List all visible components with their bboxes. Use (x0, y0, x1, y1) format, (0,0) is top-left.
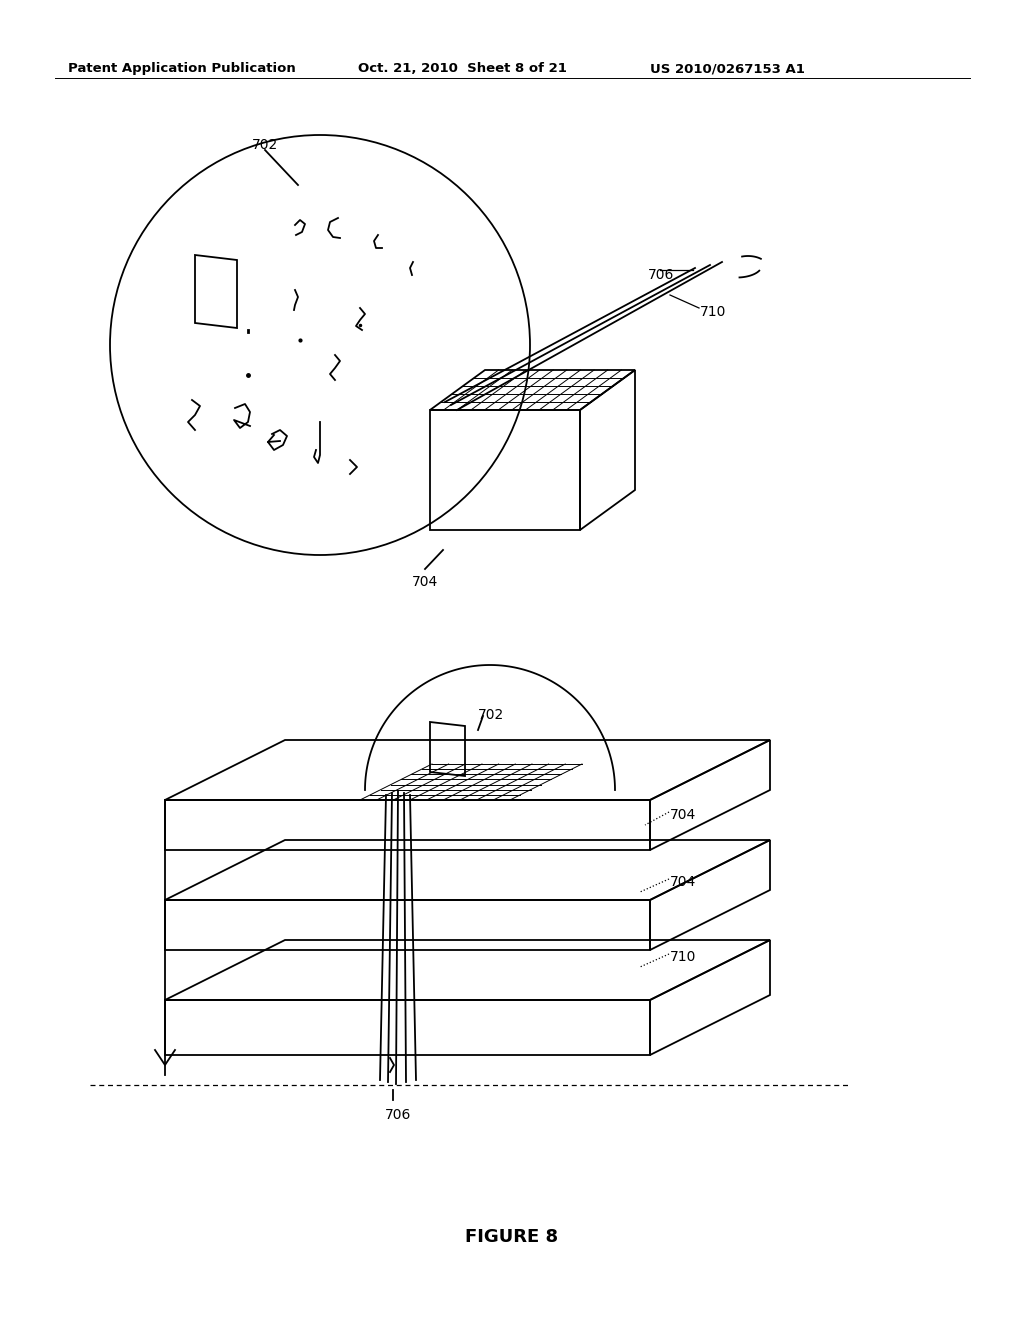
Text: 706: 706 (385, 1107, 412, 1122)
Text: Oct. 21, 2010  Sheet 8 of 21: Oct. 21, 2010 Sheet 8 of 21 (358, 62, 567, 75)
Text: 710: 710 (670, 950, 696, 964)
Text: 702: 702 (478, 708, 504, 722)
Text: Patent Application Publication: Patent Application Publication (68, 62, 296, 75)
Text: 704: 704 (670, 875, 696, 888)
Text: 706: 706 (648, 268, 675, 282)
Text: FIGURE 8: FIGURE 8 (466, 1228, 558, 1246)
Text: 702: 702 (252, 139, 279, 152)
Text: US 2010/0267153 A1: US 2010/0267153 A1 (650, 62, 805, 75)
Text: 704: 704 (670, 808, 696, 822)
Text: 710: 710 (700, 305, 726, 319)
Text: 704: 704 (412, 576, 438, 589)
